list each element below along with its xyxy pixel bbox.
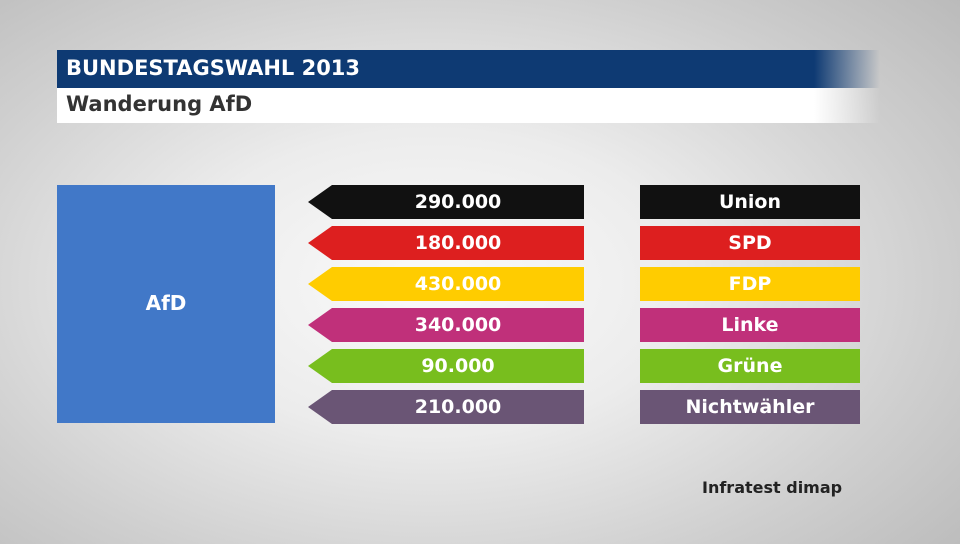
flow-arrow: 290.000 <box>308 185 584 219</box>
source-party-box: Union <box>640 185 860 219</box>
flow-arrow: 430.000 <box>308 267 584 301</box>
source-party-box: Linke <box>640 308 860 342</box>
flow-value-label: 340.000 <box>414 314 502 336</box>
source-label: Infratest dimap <box>702 478 843 497</box>
target-party-box: AfD <box>57 185 275 423</box>
flow-arrow: 340.000 <box>308 308 584 342</box>
flow-value-label: 180.000 <box>414 232 502 254</box>
source-party-label: Grüne <box>717 355 783 377</box>
subtitle-bar: Wanderung AfD <box>57 88 880 123</box>
flow-value-label: 290.000 <box>414 191 502 213</box>
flow-value-label: 210.000 <box>414 396 502 418</box>
source-party-box: Grüne <box>640 349 860 383</box>
chart-title: BUNDESTAGSWAHL 2013 <box>66 56 361 80</box>
flow-arrow: 90.000 <box>308 349 584 383</box>
source-party-label: Linke <box>721 314 779 336</box>
target-party-label: AfD <box>145 291 187 315</box>
flow-value-label: 430.000 <box>414 273 502 295</box>
flow-arrow: 180.000 <box>308 226 584 260</box>
source-party-label: SPD <box>728 232 772 254</box>
flow-arrow: 210.000 <box>308 390 584 424</box>
source-party-label: FDP <box>728 273 772 295</box>
source-party-label: Union <box>718 191 782 213</box>
source-party-box: Nichtwähler <box>640 390 860 424</box>
chart-subtitle: Wanderung AfD <box>66 92 253 116</box>
source-party-label: Nichtwähler <box>685 396 815 418</box>
source-party-box: FDP <box>640 267 860 301</box>
flow-value-label: 90.000 <box>421 355 495 377</box>
title-bar: BUNDESTAGSWAHL 2013 <box>57 50 880 88</box>
source-party-box: SPD <box>640 226 860 260</box>
